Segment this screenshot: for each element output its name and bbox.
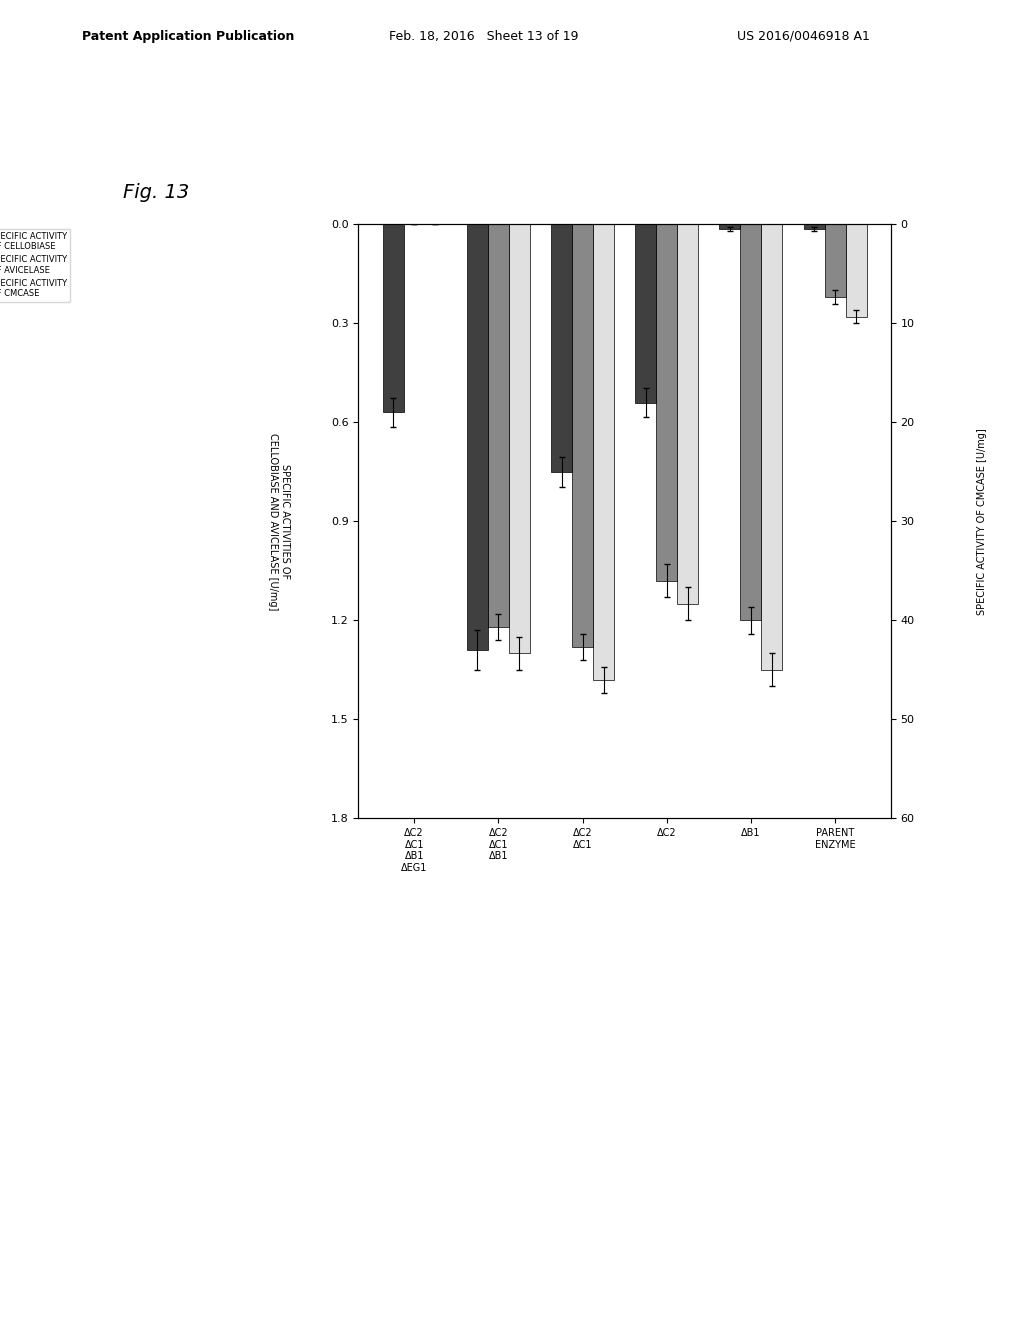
Y-axis label: SPECIFIC ACTIVITIES OF
CELLOBIASE AND AVICELASE [U/mg]: SPECIFIC ACTIVITIES OF CELLOBIASE AND AV… <box>268 433 290 610</box>
Bar <box>677 224 698 603</box>
Bar <box>509 224 530 653</box>
Bar <box>551 224 572 471</box>
Y-axis label: SPECIFIC ACTIVITY OF CMCASE [U/mg]: SPECIFIC ACTIVITY OF CMCASE [U/mg] <box>977 428 987 615</box>
Legend: SPECIFIC ACTIVITY
OF CELLOBIASE, SPECIFIC ACTIVITY
OF AVICELASE, SPECIFIC ACTIVI: SPECIFIC ACTIVITY OF CELLOBIASE, SPECIFI… <box>0 228 71 302</box>
Bar <box>846 224 866 317</box>
Text: Fig. 13: Fig. 13 <box>123 183 189 202</box>
Bar <box>656 224 677 581</box>
Bar <box>487 224 509 627</box>
Bar <box>593 224 614 680</box>
Bar <box>804 224 824 230</box>
Bar <box>762 224 782 671</box>
Bar <box>635 224 656 403</box>
Text: Feb. 18, 2016   Sheet 13 of 19: Feb. 18, 2016 Sheet 13 of 19 <box>389 29 579 42</box>
Bar <box>572 224 593 647</box>
Bar <box>383 224 403 412</box>
Bar <box>824 224 846 297</box>
Bar <box>719 224 740 230</box>
Bar <box>467 224 487 649</box>
Bar <box>740 224 762 620</box>
Text: US 2016/0046918 A1: US 2016/0046918 A1 <box>737 29 870 42</box>
Text: Patent Application Publication: Patent Application Publication <box>82 29 294 42</box>
